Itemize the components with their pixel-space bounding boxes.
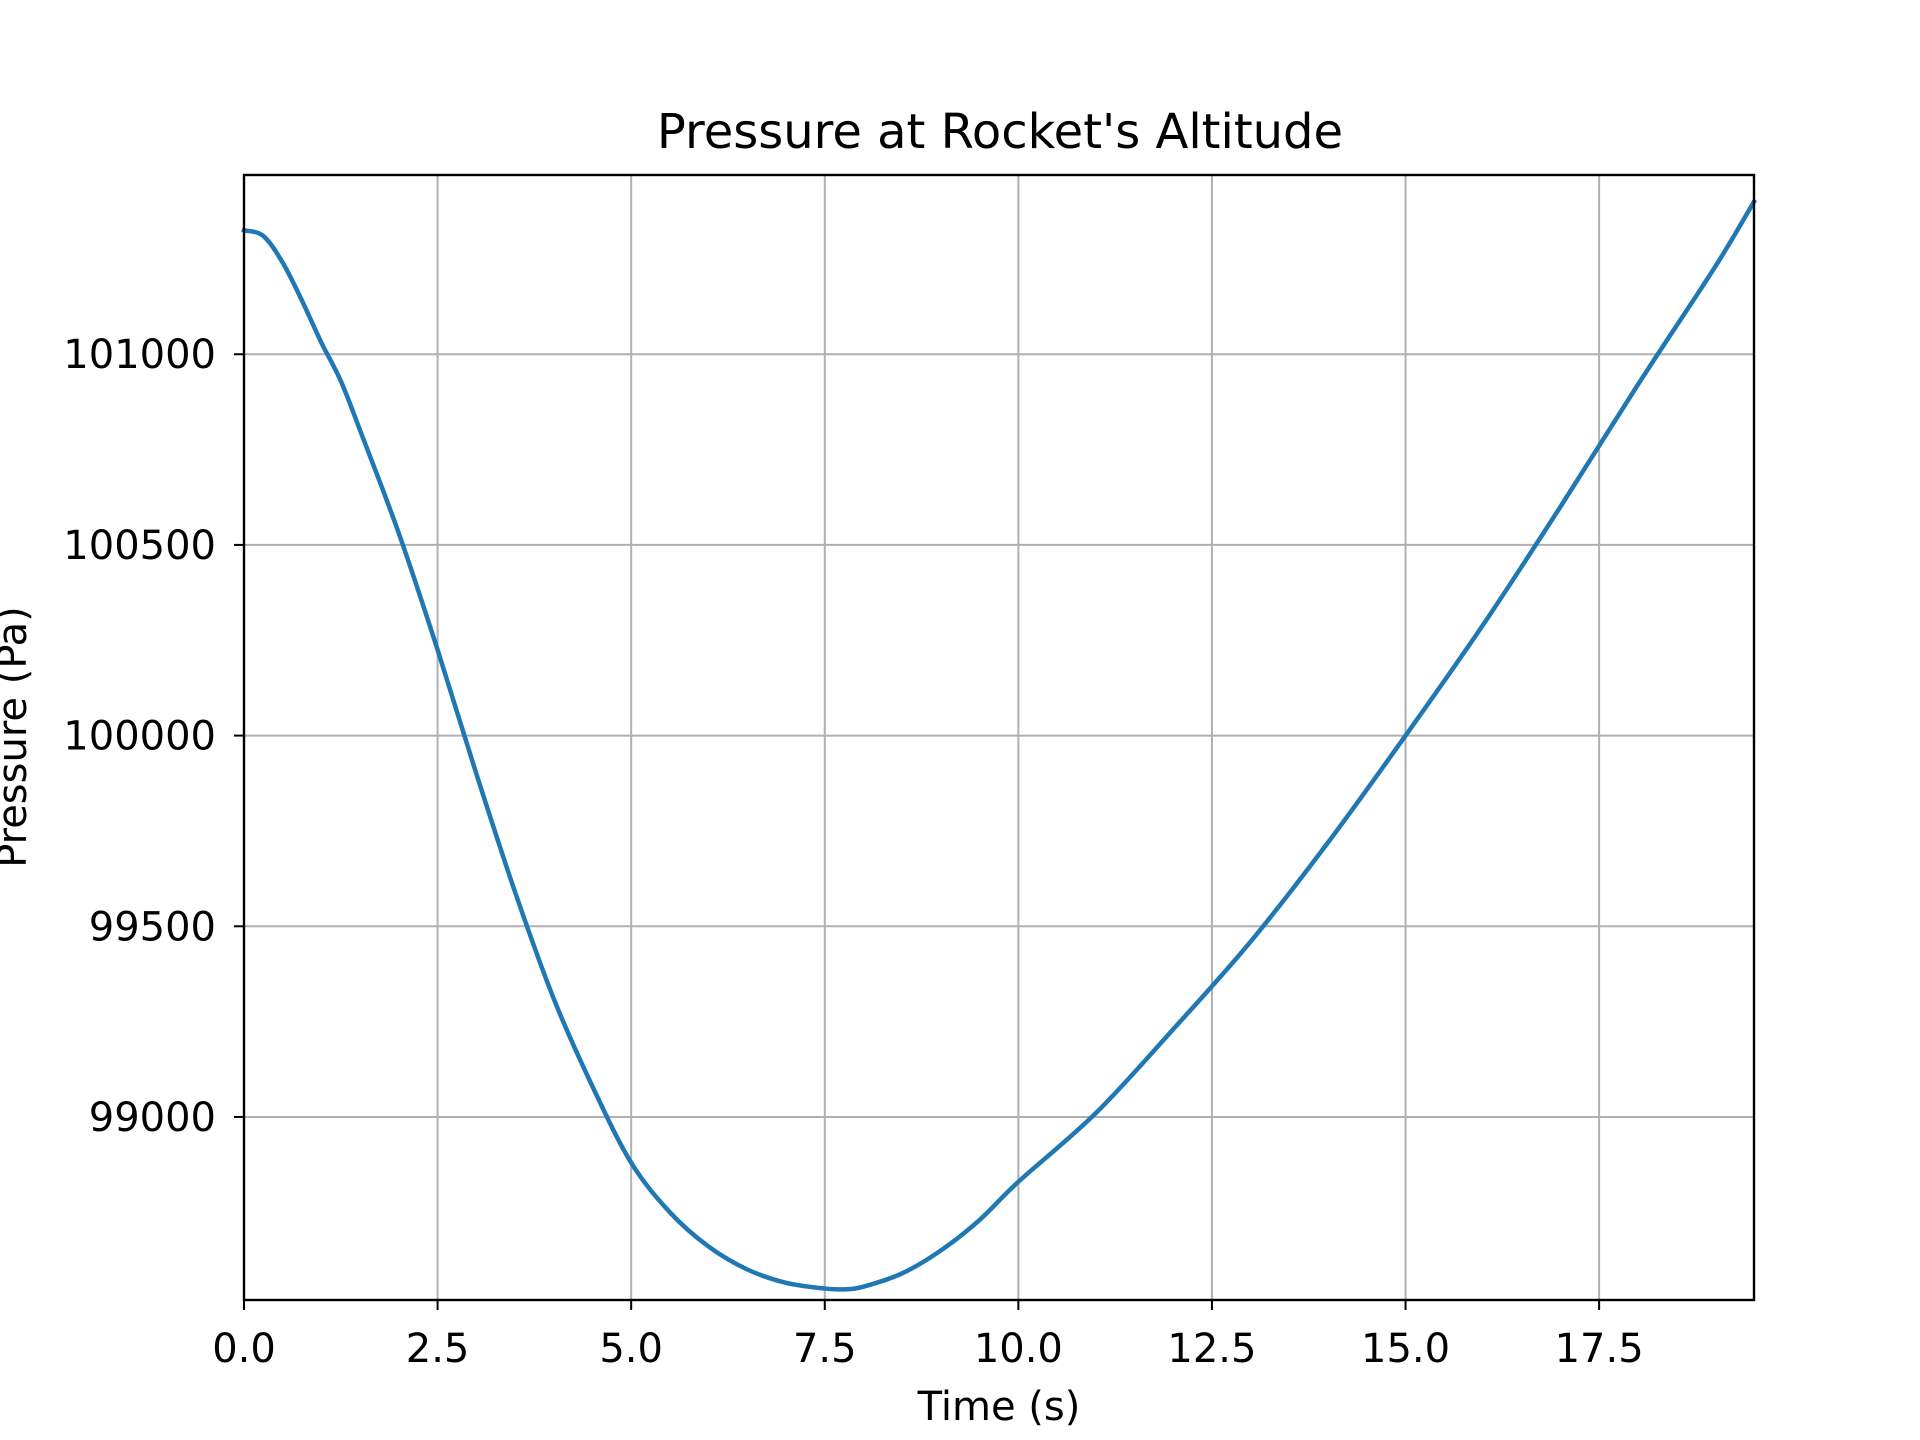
y-axis-label: Pressure (Pa) [0,606,36,868]
x-axis-ticks: 0.0 2.5 5.0 7.5 10.0 12.5 15.0 17.5 [212,1300,1644,1372]
series-line [241,198,1758,1292]
plot-frame [242,173,1756,1302]
x-tick-label: 12.5 [1167,1326,1256,1372]
x-tick-label: 10.0 [974,1326,1063,1372]
y-tick-label: 99000 [89,1095,216,1141]
x-tick-label: 0.0 [212,1326,276,1372]
x-axis-label: Time (s) [917,1384,1081,1430]
y-tick-label: 101000 [63,332,216,378]
y-tick-label: 100000 [63,714,216,760]
x-tick-label: 2.5 [406,1326,470,1372]
x-tick-label: 15.0 [1361,1326,1450,1372]
x-tick-label: 5.0 [599,1326,663,1372]
grid [243,175,1754,1300]
y-tick-label: 99500 [89,904,216,950]
y-axis-ticks: 99000 99500 100000 100500 101000 [63,332,244,1141]
x-tick-label: 7.5 [793,1326,857,1372]
x-tick-label: 17.5 [1555,1326,1644,1372]
chart-title: Pressure at Rocket's Altitude [657,104,1343,160]
y-tick-label: 100500 [63,523,216,569]
series-layer [241,198,1758,1292]
